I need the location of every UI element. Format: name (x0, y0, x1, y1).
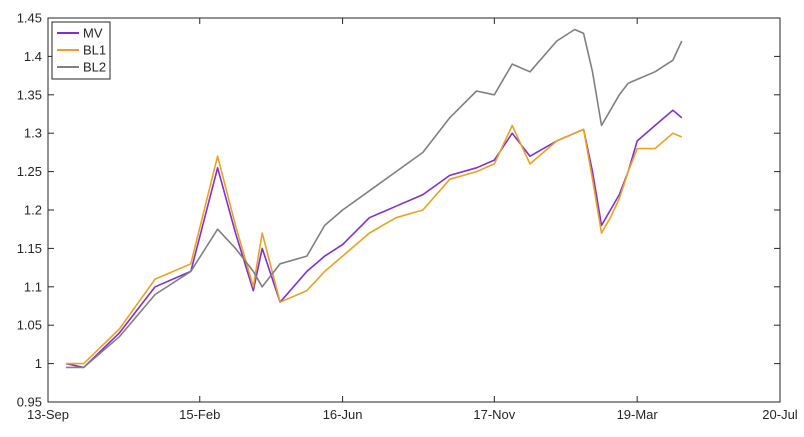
y-tick-label: 1.1 (24, 279, 42, 294)
y-tick-label: 1 (35, 356, 42, 371)
series-line-bl1 (65, 124, 683, 365)
y-tick-label: 1.3 (24, 126, 42, 141)
x-tick-label: 15-Feb (179, 407, 220, 422)
legend: MV BL1 BL2 (51, 21, 111, 80)
x-tick-label: 13-Sep (27, 407, 69, 422)
legend-label-mv: MV (83, 26, 103, 41)
x-axis: 13-Sep 15-Feb 16-Jun 17-Nov 19-Mar 20-Jul (27, 18, 798, 422)
y-tick-label: 1.45 (17, 11, 42, 26)
y-tick-label: 1.2 (24, 203, 42, 218)
series-line-bl2 (65, 28, 683, 369)
legend-label-bl1: BL1 (83, 43, 106, 58)
legend-label-bl2: BL2 (83, 60, 106, 75)
y-tick-label: 1.35 (17, 87, 42, 102)
y-tick-label: 1.4 (24, 49, 42, 64)
x-tick-label: 16-Jun (323, 407, 363, 422)
x-tick-label: 19-Mar (617, 407, 659, 422)
y-tick-label: 0.95 (17, 395, 42, 410)
y-axis: 0.95 1 1.05 1.1 1.15 1.2 1.25 1.3 1.35 1.4 1.45 (17, 11, 780, 410)
x-tick-label: 17-Nov (473, 407, 515, 422)
y-tick-label: 1.25 (17, 164, 42, 179)
y-tick-label: 1.05 (17, 318, 42, 333)
y-tick-label: 1.15 (17, 241, 42, 256)
plot-area (47, 17, 781, 403)
series-line-mv (65, 109, 683, 369)
series-lines (65, 28, 683, 369)
x-tick-label: 20-Jul (762, 407, 798, 422)
